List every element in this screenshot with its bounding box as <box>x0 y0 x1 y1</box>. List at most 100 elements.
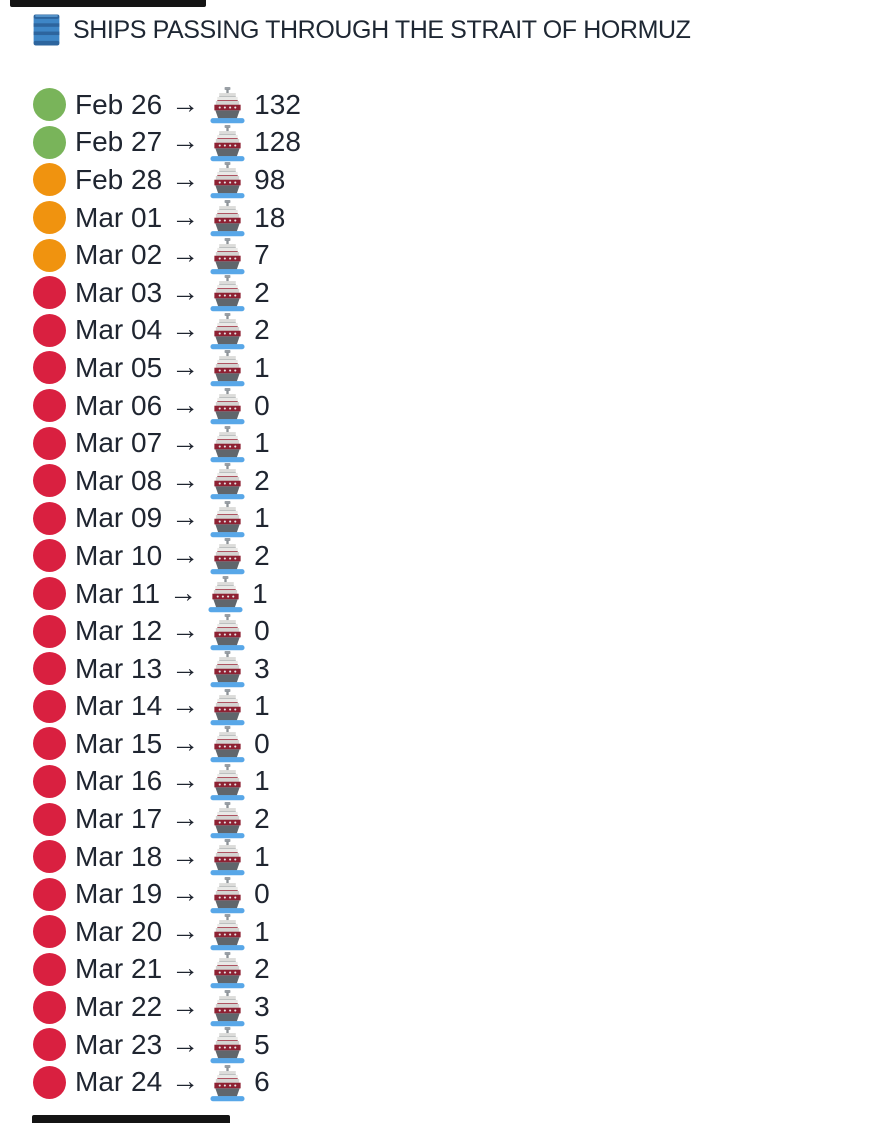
ship-count: 2 <box>254 276 270 308</box>
arrow-icon: → <box>171 538 200 570</box>
ship-count: 0 <box>254 878 270 910</box>
status-dot <box>33 238 66 272</box>
arrow-icon: → <box>171 614 200 646</box>
date-label: Feb 26 <box>75 88 163 120</box>
status-dot <box>33 877 66 911</box>
list-item: Mar 05 → 1 <box>33 349 301 387</box>
list-item: Feb 27 → 128 <box>33 124 301 162</box>
ship-count: 0 <box>254 615 270 647</box>
status-dot <box>33 614 66 648</box>
arrow-icon: → <box>171 275 200 307</box>
ship-count: 5 <box>254 1028 270 1060</box>
list-item: Mar 08 → 2 <box>33 462 301 500</box>
arrow-icon: → <box>171 764 200 796</box>
passenger-ship-icon <box>210 463 245 500</box>
list-item: Mar 23 → 5 <box>33 1026 301 1064</box>
list-item: Mar 02 → 7 <box>33 236 301 274</box>
passenger-ship-icon <box>210 312 245 350</box>
ship-count: 128 <box>254 126 301 158</box>
list-item: Mar 06 → 0 <box>33 387 301 425</box>
arrow-icon: → <box>171 839 200 871</box>
list-item: Mar 07 → 1 <box>33 424 301 462</box>
status-dot <box>33 201 66 235</box>
ship-count: 2 <box>254 464 270 496</box>
arrow-icon: → <box>171 313 200 345</box>
status-dot <box>33 389 66 423</box>
passenger-ship-icon <box>210 350 245 387</box>
status-dot <box>33 915 66 949</box>
ship-count: 2 <box>254 803 270 835</box>
date-label: Mar 05 <box>75 351 163 383</box>
list-item: Feb 26 → 132 <box>33 86 301 124</box>
date-label: Mar 21 <box>75 953 163 985</box>
date-label: Mar 09 <box>75 502 163 534</box>
passenger-ship-icon <box>210 1027 245 1064</box>
status-dot <box>33 689 66 723</box>
status-dot <box>33 840 66 874</box>
arrow-icon: → <box>171 501 200 533</box>
passenger-ship-icon <box>210 388 245 425</box>
status-dot <box>33 276 66 310</box>
ship-count: 2 <box>254 539 270 571</box>
list-item: Mar 19 → 0 <box>33 875 301 913</box>
list-item: Mar 15 → 0 <box>33 725 301 763</box>
arrow-icon: → <box>171 952 200 984</box>
list-item: Feb 28 → 98 <box>33 161 301 199</box>
arrow-icon: → <box>171 87 200 119</box>
list-item: Mar 20 → 1 <box>33 913 301 951</box>
ship-count: 6 <box>254 1066 270 1098</box>
passenger-ship-icon <box>210 688 245 725</box>
arrow-icon: → <box>171 388 200 420</box>
list-item: Mar 09 → 1 <box>33 500 301 538</box>
date-label: Mar 02 <box>75 239 163 271</box>
ship-count: 7 <box>254 239 270 271</box>
arrow-icon: → <box>171 125 200 157</box>
ship-count: 1 <box>254 690 270 722</box>
page-title: SHIPS PASSING THROUGH THE STRAIT OF HORM… <box>73 16 691 44</box>
ship-count-list: Feb 26 → 132 Feb 27 → <box>33 86 301 1101</box>
passenger-ship-icon <box>210 200 245 237</box>
ship-count: 1 <box>254 351 270 383</box>
date-label: Mar 20 <box>75 915 163 947</box>
passenger-ship-icon <box>210 801 245 838</box>
arrow-icon: → <box>171 726 200 758</box>
date-label: Mar 15 <box>75 727 163 759</box>
date-label: Feb 28 <box>75 163 163 195</box>
list-item: Mar 10 → 2 <box>33 537 301 575</box>
arrow-icon: → <box>171 426 200 458</box>
ship-count: 18 <box>254 201 286 233</box>
arrow-icon: → <box>171 1065 200 1097</box>
cropped-artifact-top <box>10 0 206 7</box>
ship-count: 2 <box>254 314 270 346</box>
list-item: Mar 18 → 1 <box>33 838 301 876</box>
status-dot <box>33 539 66 573</box>
date-label: Mar 13 <box>75 652 163 684</box>
list-item: Mar 11 → 1 <box>33 575 301 613</box>
status-dot <box>33 464 66 498</box>
arrow-icon: → <box>171 350 200 382</box>
date-label: Mar 24 <box>75 1066 163 1098</box>
ship-count: 1 <box>254 915 270 947</box>
ship-count: 132 <box>254 88 301 120</box>
status-dot <box>33 1028 66 1062</box>
date-label: Mar 06 <box>75 389 163 421</box>
passenger-ship-icon <box>210 538 245 575</box>
date-label: Mar 14 <box>75 690 163 722</box>
status-dot <box>33 125 66 159</box>
passenger-ship-icon <box>210 162 245 199</box>
status-dot <box>33 764 66 798</box>
passenger-ship-icon <box>210 876 245 913</box>
arrow-icon: → <box>169 576 198 608</box>
passenger-ship-icon <box>210 839 245 876</box>
list-item: Mar 21 → 2 <box>33 951 301 989</box>
passenger-ship-icon <box>210 914 245 951</box>
status-dot <box>33 88 66 122</box>
date-label: Mar 10 <box>75 539 163 571</box>
list-item: Mar 13 → 3 <box>33 650 301 688</box>
cropped-artifact-bottom <box>32 1115 230 1123</box>
passenger-ship-icon <box>210 87 245 124</box>
date-label: Mar 18 <box>75 840 163 872</box>
passenger-ship-icon <box>210 764 245 801</box>
arrow-icon: → <box>171 238 200 270</box>
